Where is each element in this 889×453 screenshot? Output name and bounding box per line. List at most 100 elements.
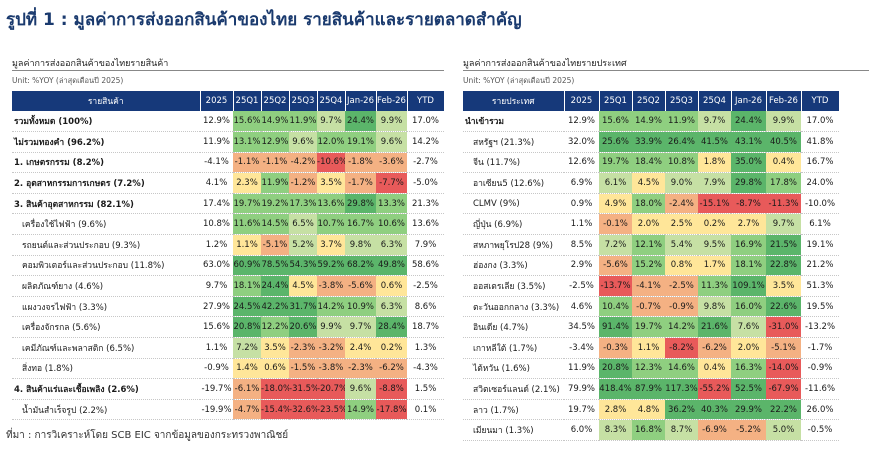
value-cell-ytd: 41.8% bbox=[801, 131, 839, 153]
heatmap-cell-25q1: -6.1% bbox=[233, 378, 261, 400]
heatmap-cell-feb-26: 5.0% bbox=[766, 419, 801, 441]
heatmap-cell-25q3: 5.4% bbox=[665, 234, 698, 256]
column-header-25q1: 25Q1 bbox=[233, 91, 262, 111]
heatmap-cell-25q4: 3.5% bbox=[317, 172, 345, 194]
table-row: เครื่องจักรกล (5.6%) 15.6% 20.8% 12.2% 20.6%… bbox=[12, 316, 444, 339]
table-row: ไม่รวมทองคำ (96.2%) 11.9% 13.1% 12.9% 9.6% 12… bbox=[12, 131, 444, 153]
heatmap-cell-25q2: 78.5% bbox=[261, 255, 289, 277]
heatmap-cell-25q3: 54.3% bbox=[289, 255, 317, 277]
heatmap-cell-25q4: 14.2% bbox=[317, 296, 345, 318]
row-label: น้ำมันสำเร็จรูป (2.2%) bbox=[12, 399, 200, 421]
heatmap-cell-25q3: 2.5% bbox=[665, 213, 698, 236]
value-cell-ytd: 19.1% bbox=[801, 234, 839, 256]
heatmap-cell-feb-26: -17.8% bbox=[376, 399, 407, 421]
row-label: 3. สินค้าอุตสาหกรรม (82.1%) bbox=[12, 193, 200, 215]
product-title-divider bbox=[12, 70, 444, 71]
heatmap-cell-feb-26: 21.5% bbox=[766, 234, 801, 256]
value-cell-2025: 1.2% bbox=[200, 234, 233, 256]
value-cell-ytd: 14.2% bbox=[407, 131, 444, 153]
heatmap-cell-25q3: -0.9% bbox=[665, 296, 698, 318]
country-heatmap-table: รายประเทศ 2025 25Q1 25Q2 25Q3 25Q4 Jan-26 Feb-2… bbox=[463, 91, 840, 441]
value-cell-2025: 8.5% bbox=[564, 234, 599, 256]
heatmap-cell-25q2: 14.9% bbox=[632, 111, 665, 133]
table-row: อาเซียน5 (12.6%) 6.9% 6.1% 4.5% 9.0% 7.9% 29.8… bbox=[463, 172, 839, 194]
value-cell-ytd: 7.9% bbox=[407, 234, 444, 256]
heatmap-cell-25q1: 6.1% bbox=[599, 172, 632, 194]
table-row: เคมีภัณฑ์และพลาสติก (6.5%) 1.1% 7.2% 3.5% -2… bbox=[12, 337, 444, 359]
row-label: รวมทั้งหมด (100%) bbox=[12, 111, 200, 133]
heatmap-cell-jan-26: 9.8% bbox=[345, 234, 376, 256]
heatmap-cell-feb-26: 0.6% bbox=[376, 275, 407, 297]
heatmap-cell-jan-26: 35.0% bbox=[731, 152, 766, 174]
heatmap-cell-25q3: -2.5% bbox=[665, 275, 698, 297]
heatmap-cell-jan-26: -5.2% bbox=[731, 419, 766, 441]
value-cell-2025: 0.9% bbox=[564, 193, 599, 215]
column-header-2025: 2025 bbox=[200, 91, 234, 111]
heatmap-cell-25q2: 12.9% bbox=[261, 131, 289, 153]
heatmap-cell-25q4: -15.1% bbox=[698, 193, 731, 215]
value-cell-ytd: 18.7% bbox=[407, 316, 444, 339]
country-panel: มูลค่าการส่งออกสินค้าของไทยรายประเทศ Uni… bbox=[463, 56, 869, 441]
heatmap-cell-25q4: 1.7% bbox=[698, 255, 731, 277]
value-cell-ytd: 58.6% bbox=[407, 255, 444, 277]
heatmap-cell-25q2: -1.1% bbox=[261, 152, 289, 174]
table-row: ไต้หวัน (1.6%) 11.9% 20.8% 12.3% 14.6% 0.4% 16… bbox=[463, 358, 839, 380]
heatmap-cell-feb-26: 22.6% bbox=[766, 296, 801, 318]
row-label: 4. สินค้าแร่และเชื้อเพลิง (2.6%) bbox=[12, 378, 200, 400]
value-cell-2025: 6.0% bbox=[564, 419, 599, 441]
heatmap-cell-25q1: 4.9% bbox=[599, 193, 632, 215]
heatmap-cell-feb-26: 9.9% bbox=[766, 111, 801, 133]
heatmap-cell-25q3: -31.5% bbox=[289, 378, 317, 400]
table-row: จีน (11.7%) 12.6% 19.7% 18.4% 10.8% 1.8% 35.0%… bbox=[463, 152, 839, 174]
row-label: รถยนต์และส่วนประกอบ (9.3%) bbox=[12, 234, 200, 256]
table-row: 3. สินค้าอุตสาหกรรม (82.1%) 17.4% 19.7% 19.… bbox=[12, 193, 444, 215]
heatmap-cell-25q3: 26.4% bbox=[665, 131, 698, 153]
heatmap-cell-25q4: 7.9% bbox=[698, 172, 731, 194]
heatmap-cell-feb-26: 13.3% bbox=[376, 193, 407, 215]
product-heatmap-table: รายสินค้า 2025 25Q1 25Q2 25Q3 25Q4 Jan-26 Feb-2… bbox=[12, 91, 445, 421]
heatmap-cell-25q2: 42.2% bbox=[261, 296, 289, 318]
heatmap-cell-25q1: 10.4% bbox=[599, 296, 632, 318]
column-header-jan-26: Jan-26 bbox=[731, 91, 767, 111]
heatmap-cell-jan-26: 2.7% bbox=[731, 213, 766, 236]
country-unit-note: Unit: %YOY (ล่าสุดเดือนปี 2025) bbox=[463, 76, 575, 85]
heatmap-cell-25q4: 0.2% bbox=[698, 213, 731, 236]
table-row: 2. อุตสาหกรรมการเกษตร (7.2%) 4.1% 2.3% 11.9… bbox=[12, 172, 444, 194]
heatmap-cell-jan-26: 68.2% bbox=[345, 255, 376, 277]
product-unit-note: Unit: %YOY (ล่าสุดเดือนปี 2025) bbox=[12, 76, 124, 85]
column-header-25q2: 25Q2 bbox=[632, 91, 666, 111]
value-cell-ytd: 6.1% bbox=[801, 213, 839, 236]
heatmap-cell-25q1: 20.8% bbox=[233, 316, 261, 339]
heatmap-cell-25q3: 117.3% bbox=[665, 378, 698, 400]
heatmap-cell-25q1: 2.8% bbox=[599, 399, 632, 421]
heatmap-cell-feb-26: 22.2% bbox=[766, 399, 801, 421]
heatmap-cell-25q3: 9.6% bbox=[289, 131, 317, 153]
value-cell-2025: -2.5% bbox=[564, 275, 599, 297]
value-cell-2025: 10.8% bbox=[200, 213, 233, 236]
heatmap-cell-jan-26: 2.0% bbox=[731, 337, 766, 359]
column-header-label: รายสินค้า bbox=[12, 91, 201, 111]
heatmap-cell-25q2: -0.7% bbox=[632, 296, 665, 318]
value-cell-ytd: -0.5% bbox=[801, 419, 839, 441]
value-cell-2025: 4.6% bbox=[564, 296, 599, 318]
table-row: เครื่องใช้ไฟฟ้า (9.6%) 10.8% 11.6% 14.5% 6.5… bbox=[12, 213, 444, 236]
value-cell-2025: 19.7% bbox=[564, 399, 599, 421]
heatmap-cell-25q4: 9.7% bbox=[698, 111, 731, 133]
heatmap-cell-25q1: 20.8% bbox=[599, 358, 632, 380]
heatmap-cell-25q3: 17.3% bbox=[289, 193, 317, 215]
heatmap-cell-feb-26: -3.6% bbox=[376, 152, 407, 174]
heatmap-cell-25q1: 18.1% bbox=[233, 275, 261, 297]
value-cell-2025: -0.9% bbox=[200, 358, 233, 380]
heatmap-cell-25q2: 3.5% bbox=[261, 337, 289, 359]
value-cell-2025: 17.4% bbox=[200, 193, 233, 215]
value-cell-2025: 32.0% bbox=[564, 131, 599, 153]
heatmap-cell-25q2: 19.7% bbox=[632, 316, 665, 339]
heatmap-cell-25q2: 4.5% bbox=[632, 172, 665, 194]
value-cell-2025: -19.9% bbox=[200, 399, 233, 421]
heatmap-cell-25q1: 11.6% bbox=[233, 213, 261, 236]
value-cell-ytd: 1.3% bbox=[407, 337, 444, 359]
heatmap-cell-feb-26: 49.8% bbox=[376, 255, 407, 277]
heatmap-cell-feb-26: -7.7% bbox=[376, 172, 407, 194]
value-cell-2025: 11.9% bbox=[200, 131, 233, 153]
row-label: CLMV (9%) bbox=[463, 193, 564, 215]
